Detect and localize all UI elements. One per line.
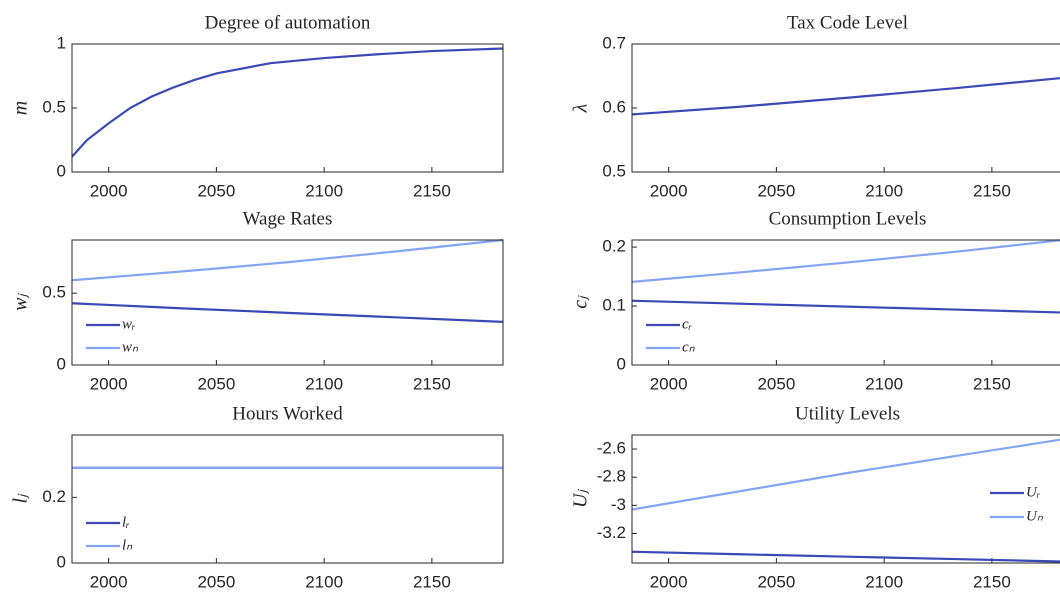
axes-title: Wage Rates bbox=[243, 208, 333, 229]
y-axis-label: cⱼ bbox=[570, 295, 592, 309]
legend-label: Uₙ bbox=[1026, 508, 1044, 524]
y-tick-label: 0.1 bbox=[602, 296, 626, 315]
series-line bbox=[631, 299, 1060, 314]
x-tick-label: 2050 bbox=[757, 181, 795, 200]
axes: Utility Levels Uⱼ -3.2 -3 -2.8 -2.6 2000 2050 21… bbox=[570, 403, 1060, 591]
y-axis-label: lⱼ bbox=[10, 493, 32, 504]
x-tick-label: 2050 bbox=[757, 374, 795, 393]
y-tick-label: -3 bbox=[611, 495, 626, 514]
x-tick-label: 2000 bbox=[90, 572, 128, 591]
y-tick-label: 0.5 bbox=[42, 283, 66, 302]
axes-frame bbox=[631, 43, 1060, 173]
y-tick-label: -2.8 bbox=[597, 467, 626, 486]
y-tick-label: 0.2 bbox=[42, 487, 66, 506]
x-tick-label: 2150 bbox=[973, 374, 1011, 393]
y-tick-label: 0.6 bbox=[602, 97, 626, 116]
x-tick-label: 2100 bbox=[865, 572, 903, 591]
axes: Wage Rates wⱼ 0 0.5 2000 2050 2100 2150 wᵣ wₙ bbox=[10, 208, 504, 393]
y-axis-label: Uⱼ bbox=[570, 489, 592, 508]
series-line bbox=[71, 47, 504, 158]
y-tick-label: -3.2 bbox=[597, 523, 626, 542]
y-axis-label: m bbox=[10, 101, 32, 115]
x-tick-label: 2100 bbox=[305, 181, 343, 200]
y-tick-label: 0 bbox=[57, 552, 66, 571]
y-tick-label: 0.5 bbox=[602, 161, 626, 180]
x-tick-label: 2050 bbox=[197, 374, 235, 393]
axes-frame bbox=[71, 43, 504, 173]
legend-label: wᵣ bbox=[122, 316, 136, 332]
x-tick-label: 2100 bbox=[305, 572, 343, 591]
axes-title: Hours Worked bbox=[232, 403, 343, 424]
x-tick-label: 2000 bbox=[650, 181, 688, 200]
y-axis-label: λ bbox=[570, 103, 592, 113]
x-tick-label: 2000 bbox=[90, 181, 128, 200]
x-tick-label: 2150 bbox=[413, 572, 451, 591]
x-tick-label: 2000 bbox=[90, 374, 128, 393]
series-line bbox=[71, 302, 504, 323]
legend-label: wₙ bbox=[122, 339, 139, 355]
axes: Hours Worked lⱼ 0 0.2 2000 2050 2100 2150 lᵣ lₙ bbox=[10, 403, 504, 591]
x-tick-label: 2100 bbox=[865, 181, 903, 200]
axes: Degree of automation m 0 0.5 1 2000 2050 2100 21… bbox=[10, 12, 504, 200]
y-tick-label: 0.5 bbox=[42, 97, 66, 116]
x-tick-label: 2050 bbox=[197, 181, 235, 200]
y-tick-label: 0 bbox=[57, 354, 66, 373]
x-tick-label: 2100 bbox=[865, 374, 903, 393]
axes-title: Utility Levels bbox=[795, 403, 900, 424]
axes-title: Tax Code Level bbox=[787, 12, 908, 33]
axes-title: Consumption Levels bbox=[769, 208, 927, 229]
axes-frame bbox=[71, 434, 504, 564]
x-tick-label: 2000 bbox=[650, 374, 688, 393]
x-tick-label: 2150 bbox=[413, 181, 451, 200]
y-tick-label: 0 bbox=[617, 354, 626, 373]
legend-label: cᵣ bbox=[682, 316, 693, 332]
axes-frame bbox=[71, 239, 504, 366]
series-line bbox=[71, 238, 504, 282]
axes: Consumption Levels cⱼ 0 0.1 0.2 2000 2050 2100 2… bbox=[570, 208, 1060, 393]
axes-frame bbox=[631, 239, 1060, 366]
legend-label: cₙ bbox=[682, 339, 696, 355]
legend-label: Uᵣ bbox=[1026, 484, 1041, 500]
x-tick-label: 2050 bbox=[197, 572, 235, 591]
axes: Tax Code Level λ 0.5 0.6 0.7 2000 2050 2100 2150 bbox=[570, 12, 1060, 200]
y-tick-label: 0.2 bbox=[602, 237, 626, 256]
y-axis-label: wⱼ bbox=[10, 293, 32, 311]
x-tick-label: 2000 bbox=[650, 572, 688, 591]
y-tick-label: 1 bbox=[57, 33, 66, 52]
series-line bbox=[631, 438, 1060, 511]
legend-label: lₙ bbox=[122, 537, 133, 553]
y-tick-label: 0 bbox=[57, 161, 66, 180]
series-line bbox=[631, 239, 1060, 283]
axes-frame bbox=[631, 434, 1060, 564]
series-line bbox=[631, 77, 1060, 116]
x-tick-label: 2150 bbox=[973, 181, 1011, 200]
series-line bbox=[631, 550, 1060, 563]
x-tick-label: 2150 bbox=[413, 374, 451, 393]
axes-title: Degree of automation bbox=[205, 12, 371, 33]
y-tick-label: 0.7 bbox=[602, 33, 626, 52]
x-tick-label: 2100 bbox=[305, 374, 343, 393]
y-tick-label: -2.6 bbox=[597, 439, 626, 458]
x-tick-label: 2050 bbox=[757, 572, 795, 591]
x-tick-label: 2150 bbox=[973, 572, 1011, 591]
legend-label: lᵣ bbox=[122, 514, 130, 530]
